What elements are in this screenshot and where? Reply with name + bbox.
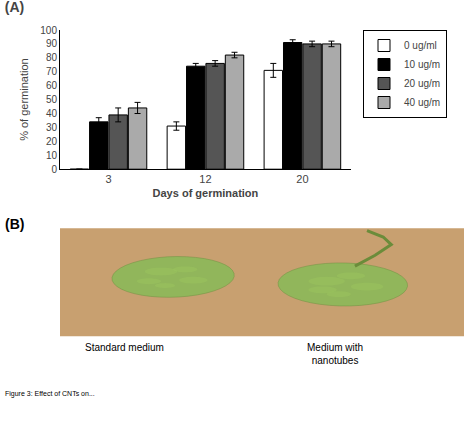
svg-text:(A): (A) xyxy=(5,0,24,15)
svg-text:12: 12 xyxy=(199,173,211,185)
svg-text:% of germination: % of germination xyxy=(18,58,30,141)
svg-text:40 ug/m: 40 ug/m xyxy=(404,97,440,108)
svg-text:3: 3 xyxy=(105,173,111,185)
svg-text:30: 30 xyxy=(46,122,58,133)
svg-text:20 ug/m: 20 ug/m xyxy=(404,78,440,89)
svg-text:80: 80 xyxy=(46,52,58,63)
svg-text:Medium withnanotubes: Medium withnanotubes xyxy=(307,342,363,366)
svg-text:50: 50 xyxy=(46,94,58,105)
svg-text:60: 60 xyxy=(46,80,58,91)
svg-text:90: 90 xyxy=(46,38,58,49)
svg-text:0: 0 xyxy=(51,164,57,175)
svg-text:Figure 3: Effect of CNTs on...: Figure 3: Effect of CNTs on... xyxy=(5,390,95,398)
svg-text:(B): (B) xyxy=(5,216,24,232)
svg-text:Standard medium: Standard medium xyxy=(85,342,164,353)
svg-text:100: 100 xyxy=(40,25,57,36)
svg-text:40: 40 xyxy=(46,108,58,119)
svg-text:70: 70 xyxy=(46,66,58,77)
svg-text:20: 20 xyxy=(46,136,58,147)
svg-text:20: 20 xyxy=(296,173,308,185)
svg-text:0 ug/ml: 0 ug/ml xyxy=(404,40,437,51)
svg-text:Days of germination: Days of germination xyxy=(153,187,259,199)
svg-text:10: 10 xyxy=(46,150,58,161)
svg-text:10 ug/m: 10 ug/m xyxy=(404,59,440,70)
